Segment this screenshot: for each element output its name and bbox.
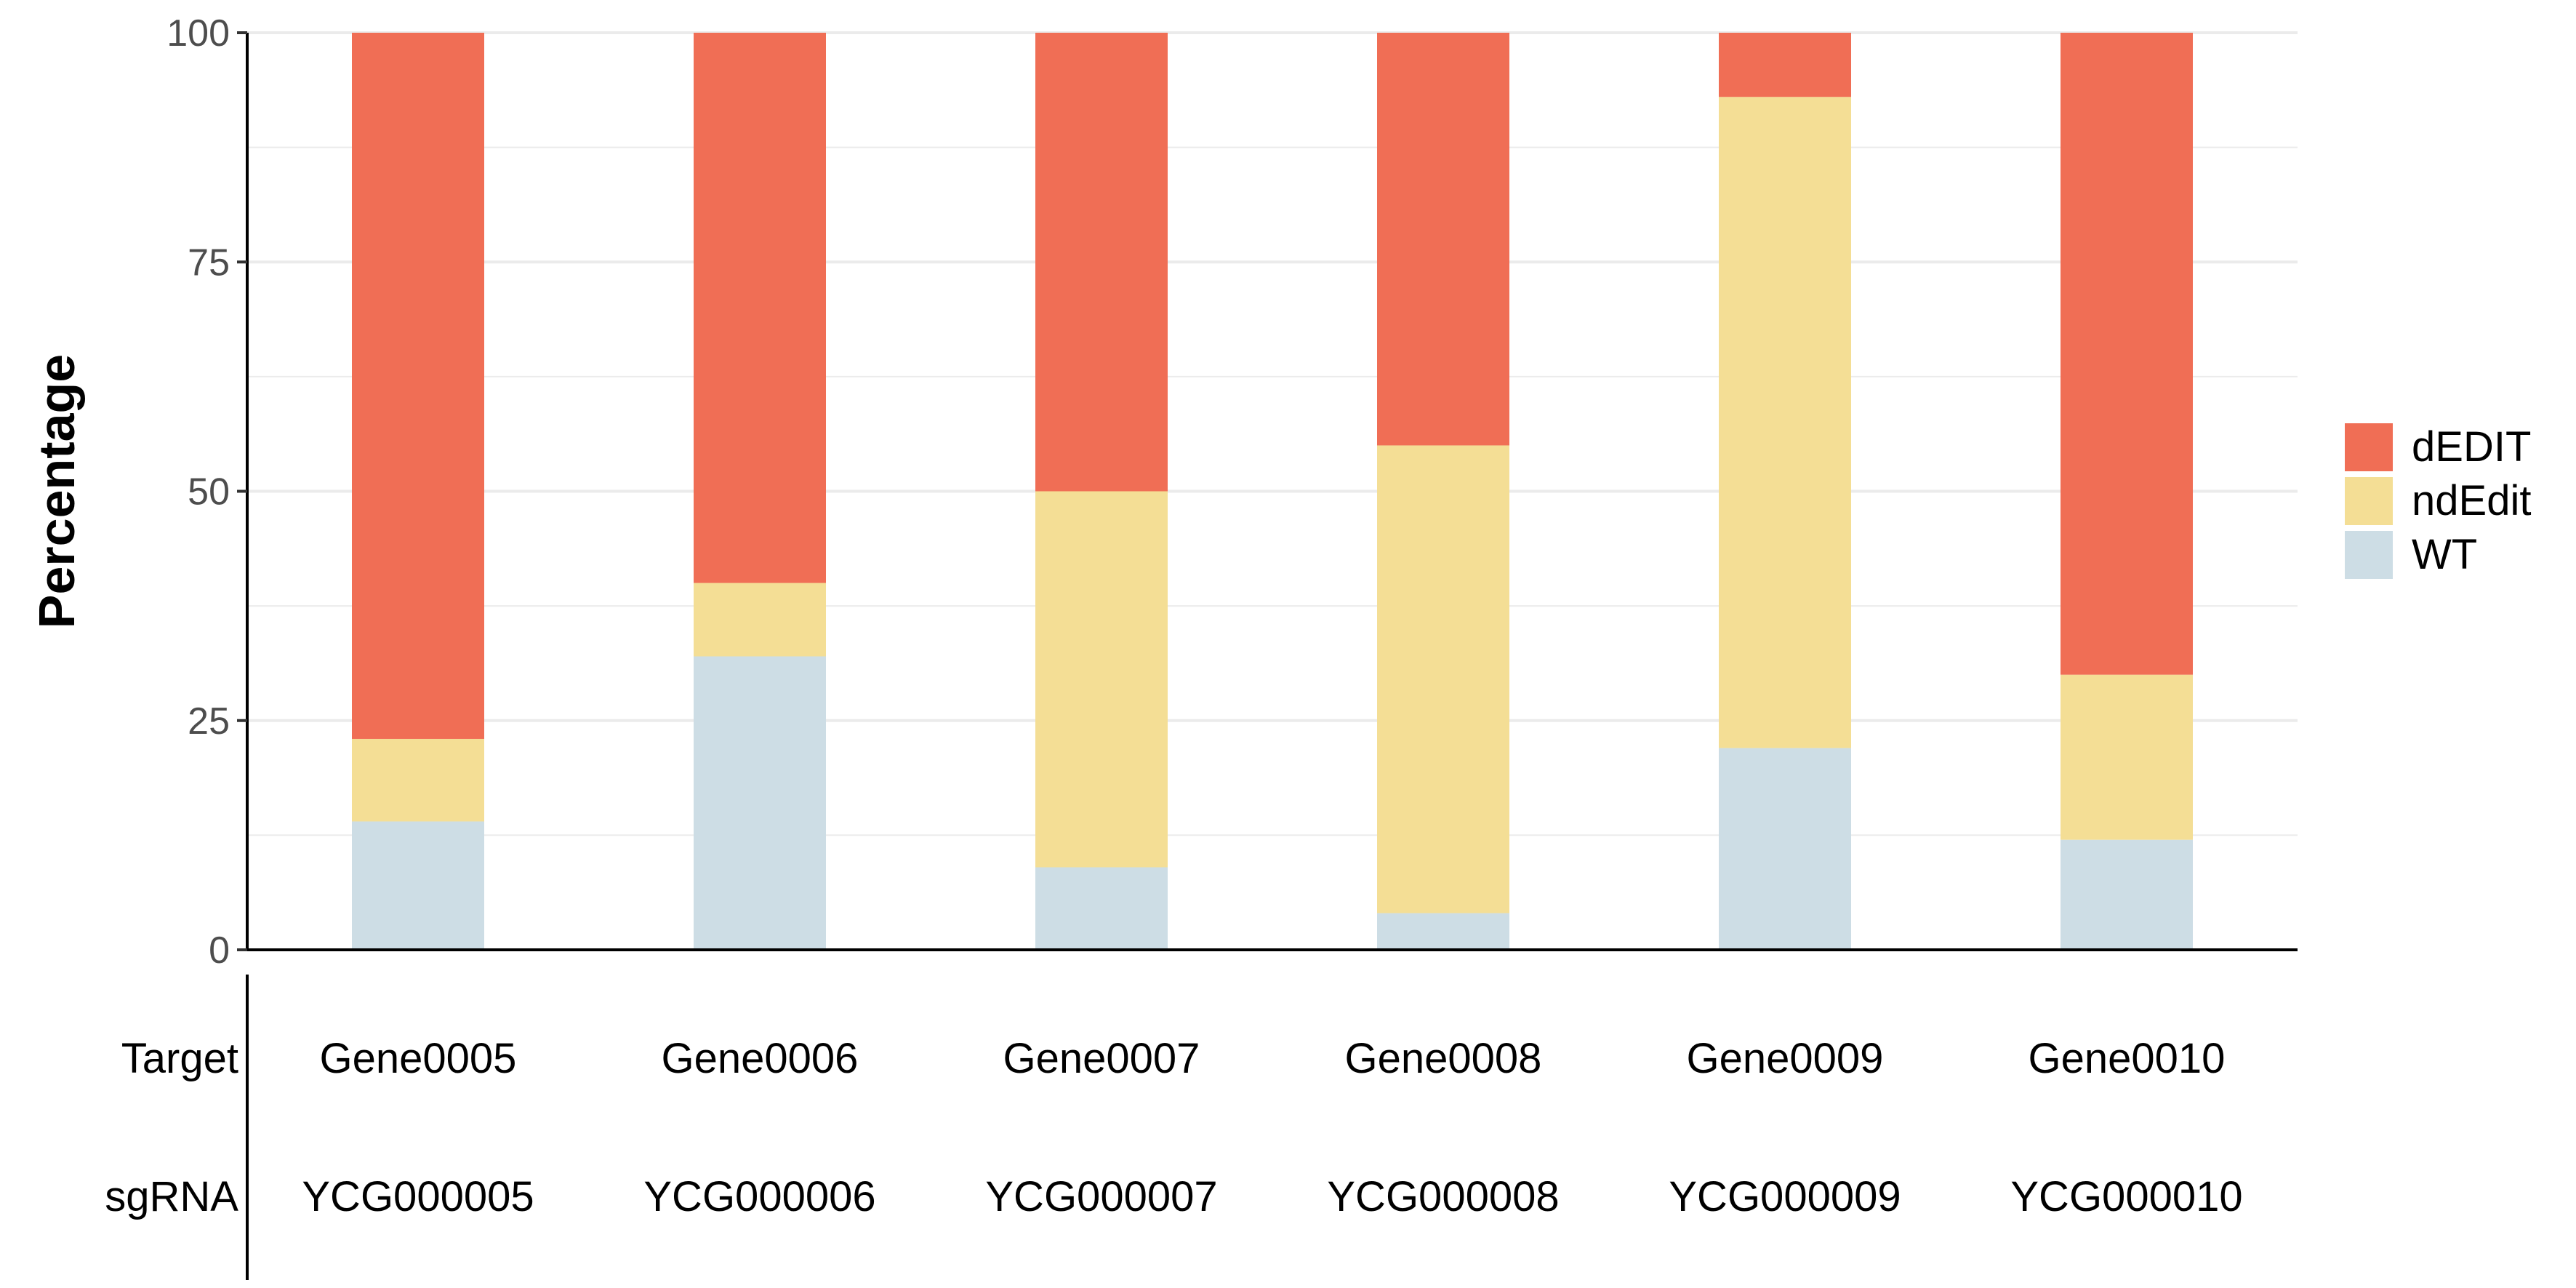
bar-ndedit-gene0005: [352, 738, 484, 822]
table-cell-sgrna: YCG000008: [1327, 1173, 1559, 1220]
y-tick-label: 75: [188, 241, 230, 284]
table-row-label-target: Target: [121, 1035, 238, 1082]
table-cell-sgrna: YCG000009: [1669, 1173, 1901, 1220]
table-cell-target: Gene0007: [1003, 1035, 1200, 1082]
bar-wt-gene0009: [1719, 748, 1851, 950]
annotation-table: Target Gene0005 Gene0006 Gene0007 Gene0008 Ge…: [105, 975, 2243, 1280]
bars: [352, 33, 2193, 950]
bar-dedit-gene0010: [2061, 33, 2193, 675]
bar-dedit-gene0006: [694, 33, 826, 583]
bar-ndedit-gene0009: [1719, 97, 1851, 748]
table-cell-target: Gene0006: [662, 1035, 859, 1082]
bar-wt-gene0008: [1377, 913, 1509, 950]
y-tick-label: 50: [188, 471, 230, 513]
y-tick-label: 100: [166, 12, 230, 55]
table-cell-sgrna: YCG000006: [643, 1173, 875, 1220]
table-cell-sgrna: YCG000007: [985, 1173, 1217, 1220]
table-row-label-sgrna: sgRNA: [105, 1173, 238, 1220]
bar-wt-gene0007: [1035, 867, 1168, 950]
bar-ndedit-gene0008: [1377, 445, 1509, 913]
y-axis-label: Percentage: [28, 354, 85, 628]
table-cell-target: Gene0005: [320, 1035, 517, 1082]
bar-wt-gene0006: [694, 656, 826, 950]
grid-lines: [247, 31, 2298, 951]
bar-wt-gene0010: [2061, 839, 2193, 950]
table-cell-sgrna: YCG000010: [2010, 1173, 2242, 1220]
bar-ndedit-gene0010: [2061, 674, 2193, 840]
legend-swatch-ndedit: [2345, 477, 2393, 525]
legend-label-wt: WT: [2412, 531, 2477, 578]
bar-dedit-gene0008: [1377, 33, 1509, 446]
bar-dedit-gene0007: [1035, 33, 1168, 492]
table-cell-target: Gene0010: [2029, 1035, 2226, 1082]
legend-label-ndedit: ndEdit: [2412, 477, 2531, 524]
legend-label-dedit: dEDIT: [2412, 423, 2531, 471]
bar-ndedit-gene0006: [694, 583, 826, 657]
bar-dedit-gene0009: [1719, 33, 1851, 97]
legend-swatch-dedit: [2345, 423, 2393, 471]
table-cell-sgrna: YCG000005: [302, 1173, 534, 1220]
bar-ndedit-gene0007: [1035, 491, 1168, 868]
table-cell-target: Gene0009: [1687, 1035, 1884, 1082]
y-tick-labels: 0 25 50 75 100: [166, 12, 247, 972]
legend-swatch-wt: [2345, 531, 2393, 579]
bar-dedit-gene0005: [352, 33, 484, 739]
y-tick-label: 25: [188, 700, 230, 743]
table-cell-target: Gene0008: [1345, 1035, 1542, 1082]
bar-wt-gene0005: [352, 821, 484, 950]
legend: dEDIT ndEdit WT: [2345, 423, 2531, 579]
y-tick-label: 0: [209, 929, 230, 972]
